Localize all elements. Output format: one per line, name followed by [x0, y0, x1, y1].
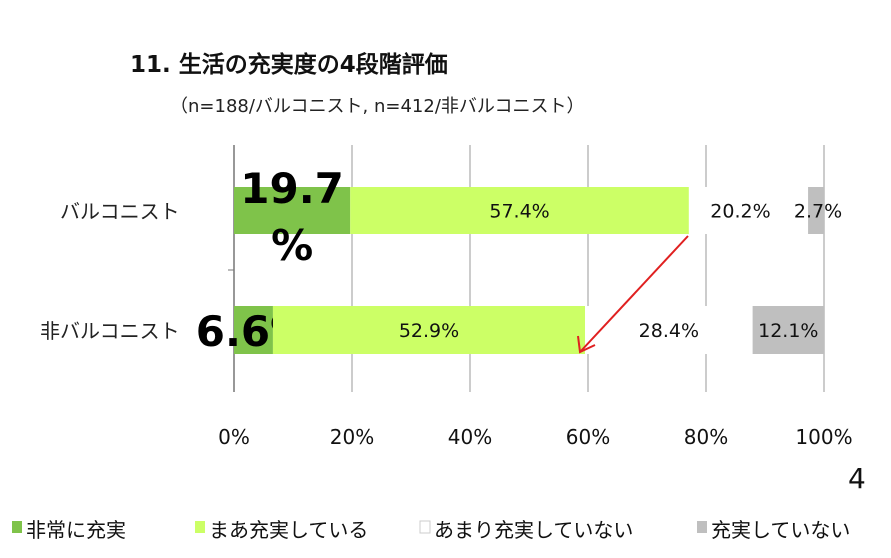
x-tick-label: 20% [330, 425, 374, 449]
data-label: 52.9% [399, 320, 459, 342]
category-label: バルコニスト [60, 200, 180, 224]
x-tick-label: 0% [218, 425, 250, 449]
red-arrowhead [577, 335, 596, 354]
data-label: 12.1% [758, 320, 818, 342]
x-tick-label: 60% [566, 425, 610, 449]
data-label: 19.7 [240, 164, 344, 213]
red-arrow-annotation [579, 235, 689, 353]
chart-title: 11. 生活の充実度の4段階評価 [130, 51, 448, 78]
legend-label: 充実していない [711, 518, 850, 542]
data-label-suffix: % [271, 221, 313, 270]
data-label: 2.7% [794, 201, 842, 223]
x-tick-label: 100% [795, 425, 852, 449]
bar-segment [808, 187, 824, 234]
category-label: 非バルコニスト [40, 319, 180, 343]
chart-subtitle: （n=188/バルコニスト, n=412/非バルコニスト） [170, 96, 585, 117]
bar-segment [585, 306, 753, 354]
bar-segment [272, 306, 586, 354]
x-tick-label: 40% [448, 425, 492, 449]
bar-segment [234, 306, 273, 354]
legend-swatch [195, 521, 205, 533]
bar-segment [688, 187, 809, 234]
x-tick-label: 80% [684, 425, 728, 449]
legend-label: 非常に充実 [26, 518, 126, 542]
legend-swatch [419, 520, 431, 534]
data-label: 28.4% [639, 320, 699, 342]
page-number: 4 [848, 462, 866, 495]
bar-segment [350, 187, 689, 234]
data-label: 20.2% [710, 201, 770, 223]
data-label: 57.4% [489, 201, 549, 223]
legend-label: まあ充実している [209, 518, 368, 542]
legend-swatch [12, 521, 22, 533]
legend-swatch [697, 521, 707, 533]
bar-segment [234, 187, 351, 234]
bar-segment [752, 306, 824, 354]
legend-label: あまり充実していない [434, 518, 633, 542]
